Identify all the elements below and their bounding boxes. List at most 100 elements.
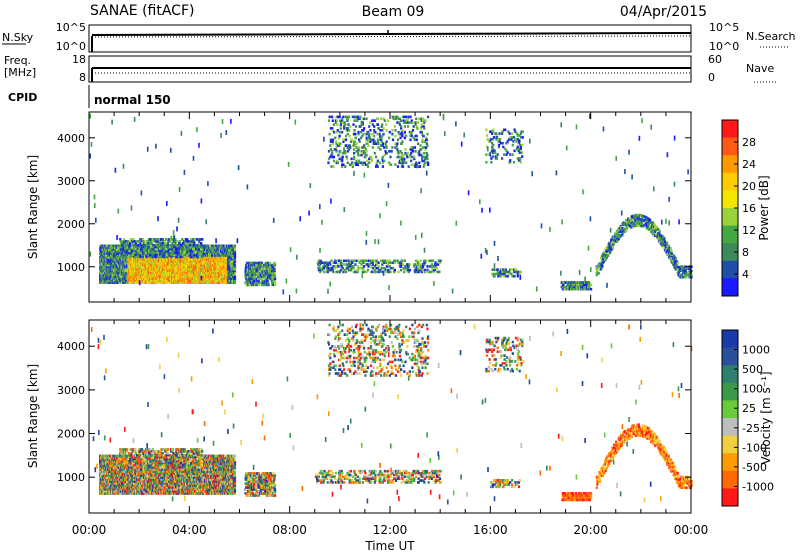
echo-cell [341,163,344,166]
echo-cell [346,265,349,268]
echo-cell [150,240,153,243]
echo-cell [341,121,344,124]
echo-cell [198,245,201,249]
echo-cell [332,270,335,274]
echo-cell [114,254,117,257]
echo-cell [156,271,159,275]
echo-cell [99,258,102,261]
echo-cell [253,275,257,279]
echo-cell [317,268,321,272]
echo-cell [354,263,357,266]
echo-cell [261,263,264,267]
echo-cell [147,271,150,275]
echo-cell [121,255,124,259]
echo-cell [265,269,268,273]
echo-cell [180,265,183,269]
echo-cell [436,270,439,274]
echo-cell [251,283,254,287]
echo-cell [268,267,271,271]
echo-cell [263,283,266,287]
echo-cell [376,266,379,270]
echo-cell [250,269,253,273]
echo-cell [336,123,339,126]
echo-cell [375,266,378,270]
echo-cell [112,281,115,284]
echo-cell [339,127,342,130]
echo-cell [141,253,144,257]
echo-cell [345,129,348,132]
echo-cell [269,263,272,267]
echo-cell [269,261,272,265]
echo-cell [375,259,378,263]
echo-cell [116,250,119,253]
echo-cell [187,277,190,281]
echo-cell [201,255,204,259]
echo-cell [130,260,133,263]
echo-cell [353,140,356,143]
echo-cell [225,279,228,282]
echo-cell [401,263,405,266]
echo-cell [418,263,421,266]
echo-cell [129,247,132,251]
echo-cell [322,266,326,270]
echo-cell [198,242,201,245]
echo-cell [152,243,155,247]
echo-cell [251,263,254,267]
echo-cell [265,263,268,267]
nsky-left-tick-top: 10^5 [56,21,86,34]
echo-cell [341,157,344,161]
echo-cell [316,261,319,264]
echo-cell [205,279,208,282]
echo-cell [174,247,178,251]
echo-cell [141,269,144,273]
echo-cell [113,265,116,269]
echo-cell [160,238,163,241]
echo-cell [125,240,128,243]
echo-cell [202,271,205,275]
echo-cell [323,263,326,266]
echo-cell [393,270,396,274]
echo-cell [351,115,354,119]
echo-cell [172,271,175,275]
echo-cell [107,244,110,248]
echo-cell [355,270,358,274]
echo-cell [419,268,422,272]
echo-cell [172,251,175,255]
echo-cell [150,238,153,241]
echo-cell [233,273,236,277]
echo-cell [396,261,400,264]
echo-cell [362,268,365,272]
echo-cell [260,265,263,269]
echo-cell [106,252,109,255]
echo-cell [171,253,174,257]
echo-cell [132,277,136,281]
echo-cell [253,281,256,285]
echo-cell [177,255,180,259]
echo-cell [193,240,196,243]
echo-cell [346,132,349,136]
echo-cell [353,157,356,161]
echo-cell [155,263,158,267]
echo-cell [355,150,358,153]
echo-cell [252,267,255,271]
echo-cell [262,269,265,273]
echo-cell [355,159,358,163]
echo-cell [138,249,141,253]
echo-cell [149,249,152,253]
echo-cell [230,271,233,275]
echo-cell [328,115,331,119]
echo-cell [336,265,339,268]
echo-cell [211,271,214,275]
echo-cell [160,279,163,282]
echo-cell [428,265,432,268]
echo-cell [122,247,126,251]
echo-cell [131,265,134,269]
echo-cell [120,273,123,277]
echo-cell [159,240,162,243]
echo-cell [183,269,186,273]
echo-cell [227,252,230,255]
echo-cell [134,267,137,271]
echo-cell [188,254,191,257]
echo-cell [233,263,237,267]
